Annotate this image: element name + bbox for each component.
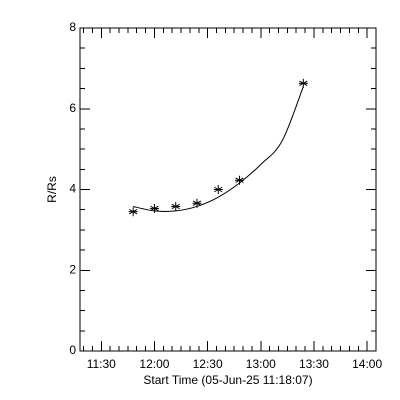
x-tick-label: 14:00	[352, 357, 382, 371]
tick-layer	[80, 27, 377, 352]
x-tick-label: 12:00	[139, 357, 169, 371]
data-point-marker	[128, 207, 138, 217]
x-axis-label: Start Time (05-Jun-25 11:18:07)	[143, 373, 312, 387]
x-tick-label: 13:00	[246, 357, 276, 371]
y-tick-label: 8	[69, 20, 76, 34]
fit-curve-layer	[133, 86, 304, 212]
x-tick-label: 13:30	[299, 357, 329, 371]
y-tick-label: 2	[69, 262, 76, 276]
y-tick-label: 0	[69, 343, 76, 357]
y-axis-label: R/Rs	[45, 176, 59, 203]
data-point-marker	[149, 203, 159, 213]
x-tick-label: 12:30	[193, 357, 223, 371]
y-tick-label: 6	[69, 101, 76, 115]
data-point-marker	[235, 175, 245, 185]
y-tick-label: 4	[69, 182, 76, 196]
data-point-marker	[171, 201, 181, 211]
label-layer: 11:30 12:00 12:30 13:00 13:30 14:00 0 2 4 6 8 Start…	[45, 20, 382, 387]
plot-frame-layer	[79, 27, 377, 352]
fit-curve	[133, 86, 304, 212]
data-point-marker	[298, 78, 308, 88]
x-tick-label: 11:30	[87, 357, 116, 371]
data-point-marker	[192, 198, 202, 208]
data-point-layer	[128, 78, 308, 217]
data-point-marker	[213, 185, 223, 194]
plot-frame	[79, 27, 377, 352]
